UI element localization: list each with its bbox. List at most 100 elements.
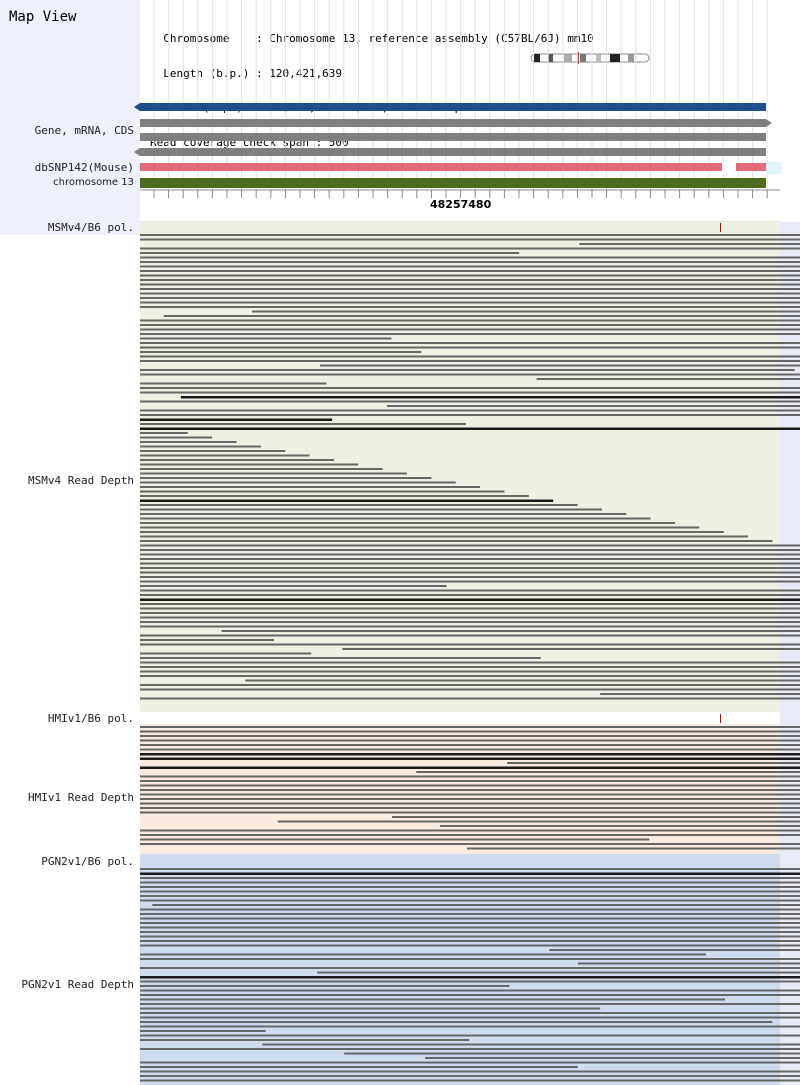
read-bar — [140, 571, 800, 574]
read-bar — [342, 648, 800, 650]
read-bar — [140, 807, 800, 809]
read-bar — [140, 549, 800, 551]
read-bar — [140, 387, 800, 389]
read-bar — [140, 328, 800, 331]
read-bar — [140, 346, 800, 349]
read-bar — [140, 508, 602, 511]
read-bar — [140, 1025, 800, 1028]
read-bar — [140, 675, 800, 677]
read-bar — [391, 816, 800, 818]
read-bar — [140, 917, 800, 920]
read-bar — [140, 490, 505, 493]
read-bar — [140, 580, 800, 583]
read-bar — [140, 468, 383, 470]
read-bar — [140, 998, 725, 1001]
read-bar — [140, 418, 333, 421]
read-bar — [600, 693, 800, 695]
read-bar — [140, 670, 800, 673]
read-bar — [140, 477, 432, 479]
read-bar — [140, 360, 800, 362]
map-view-title: Map View — [9, 9, 77, 25]
read-bar — [416, 771, 800, 773]
read-bar — [140, 301, 800, 304]
gene-track-label: Gene, mRNA, CDS — [34, 124, 134, 137]
read-bar — [140, 432, 188, 434]
pgn2v1-pol-label: PGN2v1/B6 pol. — [41, 855, 134, 868]
read-bar — [140, 739, 800, 742]
read-bar — [140, 504, 578, 506]
read-bar — [140, 697, 800, 700]
read-bar — [140, 531, 724, 533]
read-bar — [140, 1079, 800, 1082]
read-bar — [140, 495, 529, 497]
read-bar — [140, 598, 800, 601]
read-bar — [140, 414, 800, 416]
msmv4-pol-label: MSMv4/B6 pol. — [47, 221, 134, 234]
read-bar — [140, 843, 800, 845]
read-bar — [140, 643, 800, 646]
read-bar — [140, 967, 800, 969]
read-bar — [140, 292, 800, 295]
read-bar — [140, 899, 800, 902]
read-bar — [140, 935, 800, 938]
read-bar — [140, 793, 800, 796]
read-bar — [140, 337, 392, 340]
read-bar — [140, 621, 800, 623]
read-bar — [140, 895, 800, 897]
read-bar — [319, 364, 800, 367]
read-bar — [140, 297, 800, 299]
gene-track[interactable] — [134, 100, 774, 160]
read-bar — [140, 558, 800, 560]
read-bar — [140, 333, 800, 335]
read-bar — [140, 625, 800, 628]
chromosome-track[interactable] — [140, 178, 766, 188]
read-bar — [140, 784, 800, 787]
read-bar — [140, 234, 800, 236]
left-panel-bottom — [0, 235, 140, 1085]
read-bar — [140, 1021, 773, 1023]
read-bar — [221, 630, 800, 632]
read-bar — [140, 1075, 800, 1077]
pgn2v1-depth-label: PGN2v1 Read Depth — [21, 978, 134, 991]
read-bar — [140, 589, 800, 592]
read-bar — [140, 994, 800, 996]
read-bar — [140, 436, 213, 439]
read-bar — [140, 409, 800, 412]
hmiv1-pol-label: HMIv1/B6 pol. — [47, 712, 134, 725]
read-bar — [140, 270, 800, 272]
read-bar — [140, 789, 800, 791]
read-bar — [140, 872, 800, 875]
read-bar — [140, 634, 800, 637]
read-bar — [140, 351, 422, 353]
read-bar — [140, 688, 800, 691]
read-bar — [140, 1030, 266, 1032]
read-bar — [140, 766, 800, 769]
msmv4-depth-label: MSMv4 Read Depth — [28, 474, 134, 487]
read-bar — [140, 238, 800, 241]
read-bar — [140, 576, 800, 578]
read-bar — [140, 661, 800, 664]
read-bar — [140, 256, 800, 259]
read-bar — [140, 811, 800, 814]
read-bar — [140, 319, 800, 322]
read-bar — [140, 306, 800, 308]
read-bar — [140, 274, 800, 277]
read-bar — [140, 829, 800, 832]
read-bar — [140, 265, 800, 268]
read-bar — [140, 1039, 470, 1041]
snp-track[interactable] — [140, 162, 800, 174]
read-bar — [140, 953, 707, 956]
read-bar — [140, 427, 800, 430]
read-bar — [140, 940, 800, 942]
read-bar — [549, 949, 800, 951]
read-bar — [439, 825, 800, 827]
read-bar — [140, 373, 800, 376]
read-bar — [140, 513, 627, 515]
read-bar — [140, 603, 800, 605]
position-coordinate: 48257480 — [430, 198, 492, 211]
read-bar — [140, 535, 749, 538]
read-bar — [140, 544, 800, 547]
chromosome-ideogram[interactable] — [528, 52, 653, 64]
read-bar — [140, 798, 800, 800]
read-bar — [251, 310, 800, 313]
